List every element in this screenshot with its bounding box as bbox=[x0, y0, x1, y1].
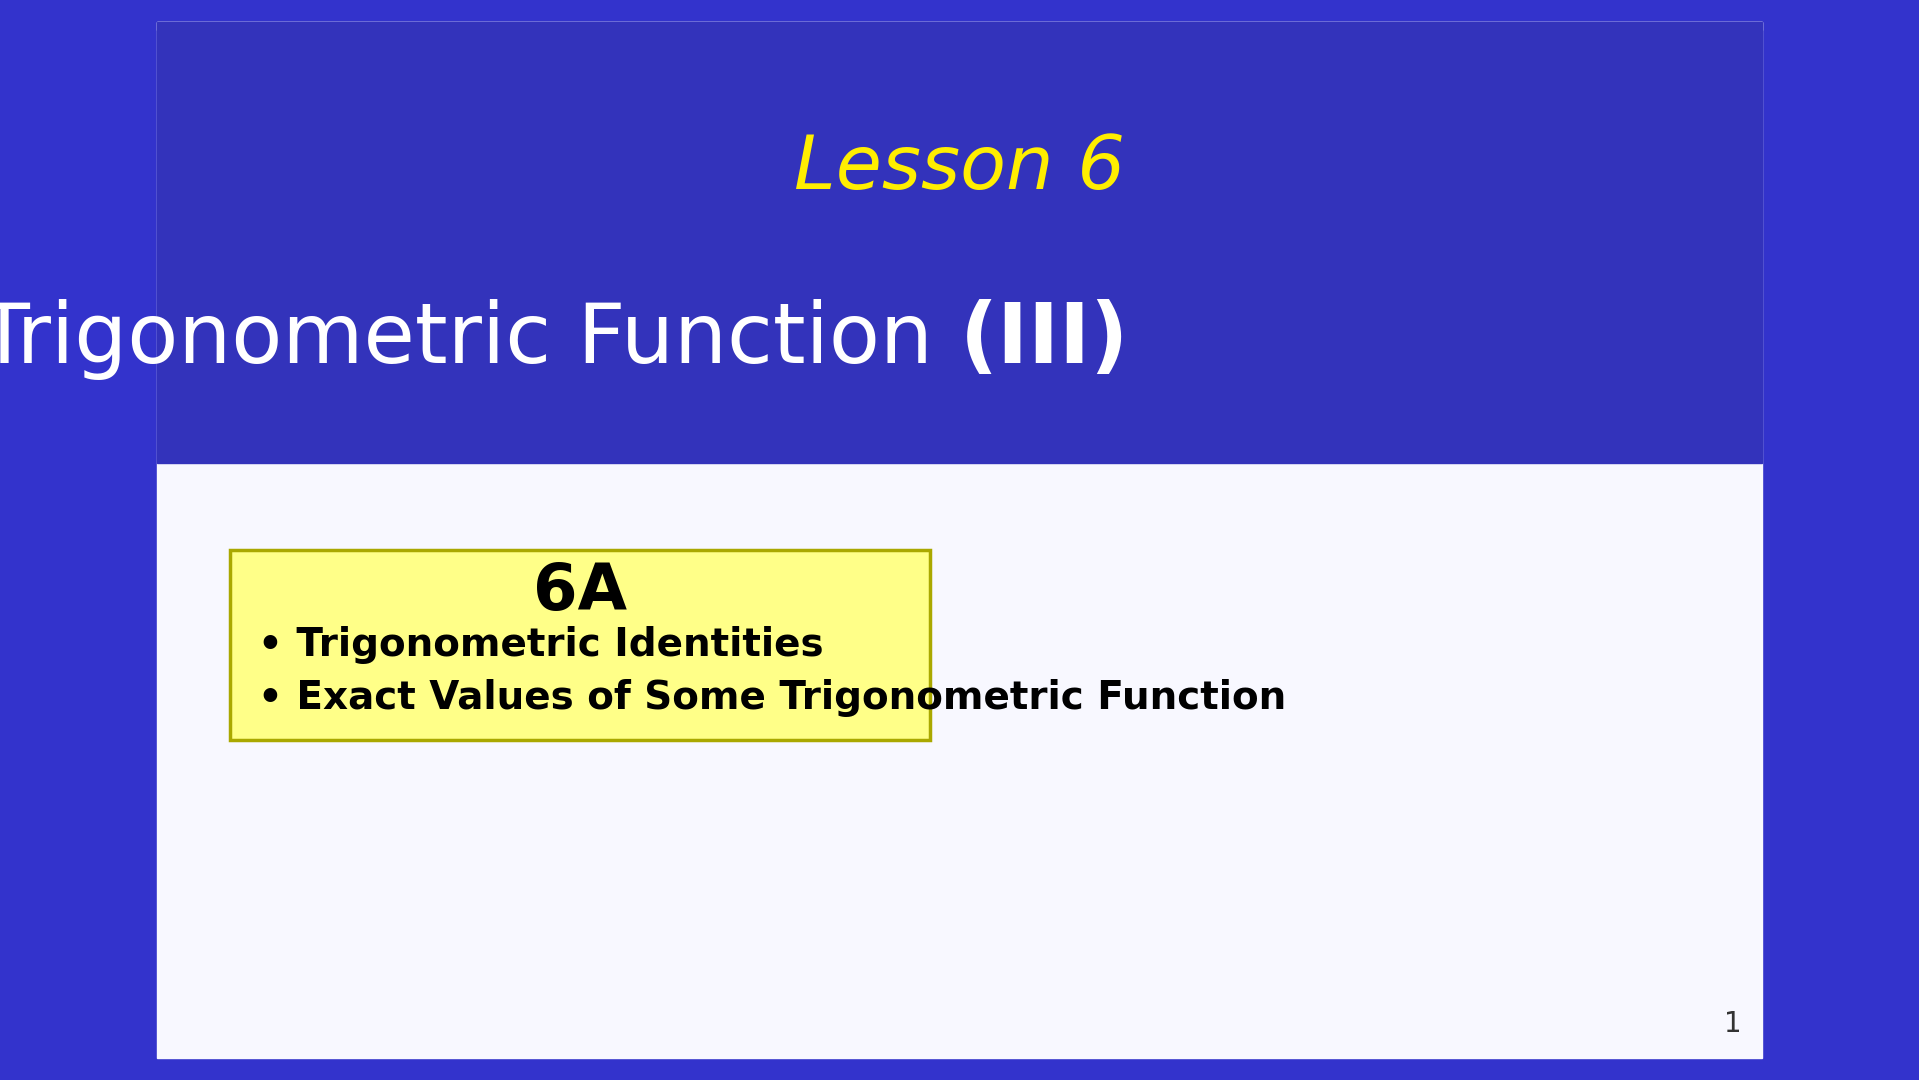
Bar bbox=[157, 22, 1762, 463]
Text: Lesson 6: Lesson 6 bbox=[794, 132, 1125, 203]
Text: • Trigonometric Identities: • Trigonometric Identities bbox=[257, 626, 823, 664]
Bar bbox=[157, 22, 1762, 1058]
Bar bbox=[157, 22, 1762, 30]
Text: (III): (III) bbox=[960, 299, 1128, 380]
Bar bbox=[230, 550, 931, 740]
Text: • Exact Values of Some Trigonometric Function: • Exact Values of Some Trigonometric Fun… bbox=[257, 679, 1286, 717]
Text: 6A: 6A bbox=[533, 561, 628, 623]
Text: Trigonometric Function: Trigonometric Function bbox=[0, 299, 960, 380]
Text: 1: 1 bbox=[1725, 1010, 1742, 1038]
